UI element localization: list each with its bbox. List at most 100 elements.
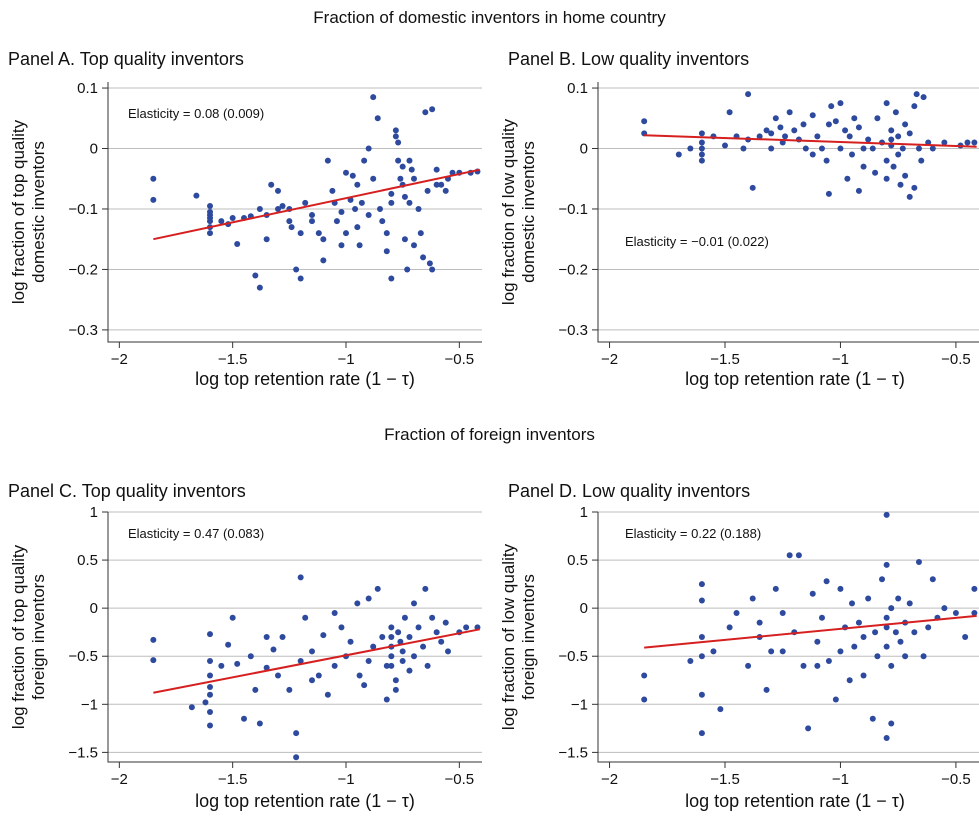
data-point — [855, 124, 862, 131]
data-point — [241, 715, 247, 722]
data-point — [207, 684, 213, 690]
x-axis-label: log top retention rate (1 − τ) — [685, 791, 905, 811]
data-point — [791, 127, 798, 134]
x-tick-label: −0.5 — [941, 351, 971, 368]
data-point — [837, 100, 844, 107]
data-point — [698, 130, 705, 137]
y-tick-label: 0 — [90, 600, 98, 617]
data-point — [888, 136, 895, 143]
data-point — [354, 181, 361, 188]
data-point — [902, 653, 909, 660]
data-point — [429, 614, 436, 621]
data-point — [962, 634, 969, 640]
data-point — [256, 205, 263, 212]
data-point — [229, 215, 236, 222]
data-point — [433, 181, 440, 188]
data-point — [343, 169, 349, 176]
data-point — [786, 552, 793, 559]
data-point — [874, 115, 881, 122]
data-point — [463, 624, 470, 631]
data-point — [324, 691, 331, 698]
data-point — [879, 576, 886, 583]
data-point — [749, 595, 756, 602]
data-point — [823, 578, 830, 585]
y-tick-label: 0 — [580, 141, 588, 158]
data-point — [818, 614, 825, 621]
data-point — [411, 653, 417, 660]
section-title-foreign: Fraction of foreign inventors — [384, 425, 595, 444]
data-point — [252, 686, 259, 693]
data-point — [297, 230, 304, 237]
data-point — [411, 175, 417, 182]
y-tick-label: −0.1 — [68, 201, 98, 218]
data-point — [911, 103, 918, 110]
data-point — [422, 109, 429, 116]
panel-d-title: Panel D. Low quality inventors — [508, 481, 751, 501]
data-point — [710, 648, 717, 655]
data-point — [698, 145, 705, 152]
data-point — [802, 145, 809, 152]
data-point — [302, 614, 309, 621]
data-point — [915, 145, 922, 152]
y-axis-label: log fraction of top qualityforeign inven… — [9, 544, 48, 729]
data-point — [411, 600, 417, 607]
data-point — [883, 175, 890, 182]
data-point — [193, 192, 200, 199]
data-point — [188, 704, 195, 711]
data-point — [207, 709, 213, 715]
data-point — [388, 190, 395, 197]
data-point — [865, 595, 872, 602]
data-point — [293, 754, 300, 761]
data-point — [698, 157, 705, 164]
data-point — [825, 190, 832, 197]
x-tick-label: −2 — [111, 351, 128, 368]
data-point — [438, 638, 445, 645]
data-point — [150, 196, 157, 203]
data-point — [855, 187, 862, 194]
data-point — [795, 552, 802, 559]
data-point — [256, 284, 263, 291]
data-point — [370, 94, 377, 101]
y-axis-label-line: log fraction of top quality — [9, 119, 28, 304]
data-point — [745, 662, 752, 669]
data-point — [365, 212, 372, 219]
data-point — [851, 115, 858, 122]
y-tick-label: −0.5 — [558, 648, 588, 665]
data-point — [641, 696, 648, 703]
data-point — [888, 605, 895, 612]
data-point — [925, 139, 932, 146]
data-point — [388, 653, 395, 660]
data-point — [279, 634, 286, 640]
data-point — [343, 230, 349, 237]
data-point — [809, 151, 816, 158]
data-point — [641, 672, 648, 679]
data-point — [379, 218, 386, 225]
data-point — [286, 686, 293, 693]
data-point — [779, 648, 786, 655]
elasticity-annotation: Elasticity = 0.22 (0.188) — [625, 526, 761, 541]
data-point — [809, 590, 816, 597]
data-point — [424, 187, 431, 194]
data-point — [297, 658, 304, 665]
data-point — [869, 145, 876, 152]
data-point — [920, 94, 927, 101]
data-point — [698, 691, 705, 698]
data-point — [388, 199, 395, 206]
data-point — [777, 124, 784, 131]
data-point — [902, 172, 909, 179]
data-point — [849, 151, 855, 158]
data-point — [247, 653, 254, 660]
data-point — [698, 151, 705, 158]
data-point — [309, 648, 315, 655]
data-point — [150, 657, 157, 664]
data-point — [846, 133, 853, 140]
y-tick-label: −0.3 — [558, 322, 588, 339]
data-point — [883, 100, 890, 107]
data-point — [814, 662, 821, 669]
data-point — [420, 254, 427, 261]
data-point — [837, 145, 844, 152]
data-point — [902, 121, 909, 128]
elasticity-annotation: Elasticity = −0.01 (0.022) — [625, 234, 769, 249]
data-point — [349, 172, 356, 179]
data-point — [740, 145, 747, 152]
